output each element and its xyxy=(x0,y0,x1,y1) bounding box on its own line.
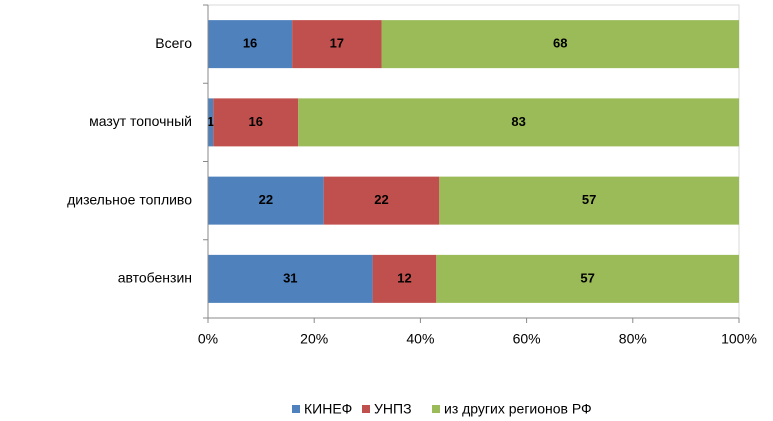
bar-segment xyxy=(208,254,373,303)
value-label: 57 xyxy=(582,192,596,207)
legend-label: из других регионов РФ xyxy=(444,401,592,417)
value-label: 12 xyxy=(397,270,411,285)
value-label: 68 xyxy=(553,36,567,51)
value-label: 22 xyxy=(374,192,388,207)
bar-segment xyxy=(208,98,214,147)
y-tick-label: автобензин xyxy=(118,270,192,286)
legend-swatch xyxy=(292,405,300,413)
y-tick-label: мазут топочный xyxy=(89,113,192,129)
value-label: 31 xyxy=(283,270,297,285)
value-label: 16 xyxy=(243,36,257,51)
x-tick-label: 40% xyxy=(406,331,434,347)
legend-swatch xyxy=(362,405,370,413)
value-label: 57 xyxy=(580,270,594,285)
bar-segment xyxy=(372,254,437,303)
x-tick-label: 60% xyxy=(513,331,541,347)
x-tick-label: 20% xyxy=(300,331,328,347)
x-tick-label: 100% xyxy=(721,331,757,347)
bar-segment xyxy=(439,176,739,225)
bar-segment xyxy=(436,254,739,303)
bar-segment xyxy=(292,20,382,69)
value-label: 17 xyxy=(330,36,344,51)
legend-label: КИНЕФ xyxy=(304,401,352,417)
bar-segment xyxy=(213,98,299,147)
x-tick-label: 0% xyxy=(198,331,218,347)
value-label: 83 xyxy=(511,114,525,129)
bar-segment xyxy=(208,176,324,225)
legend-label: УНПЗ xyxy=(374,401,412,417)
bar-segment xyxy=(208,20,293,69)
value-label: 16 xyxy=(249,114,263,129)
bar-segment xyxy=(381,20,739,69)
y-tick-label: Всего xyxy=(155,35,192,51)
x-tick-label: 80% xyxy=(619,331,647,347)
value-label: 22 xyxy=(259,192,273,207)
value-label: 1 xyxy=(207,114,214,129)
y-tick-label: дизельное топливо xyxy=(67,191,192,207)
bar-segment xyxy=(298,98,739,147)
bar-segment xyxy=(323,176,440,225)
legend-swatch xyxy=(432,405,440,413)
